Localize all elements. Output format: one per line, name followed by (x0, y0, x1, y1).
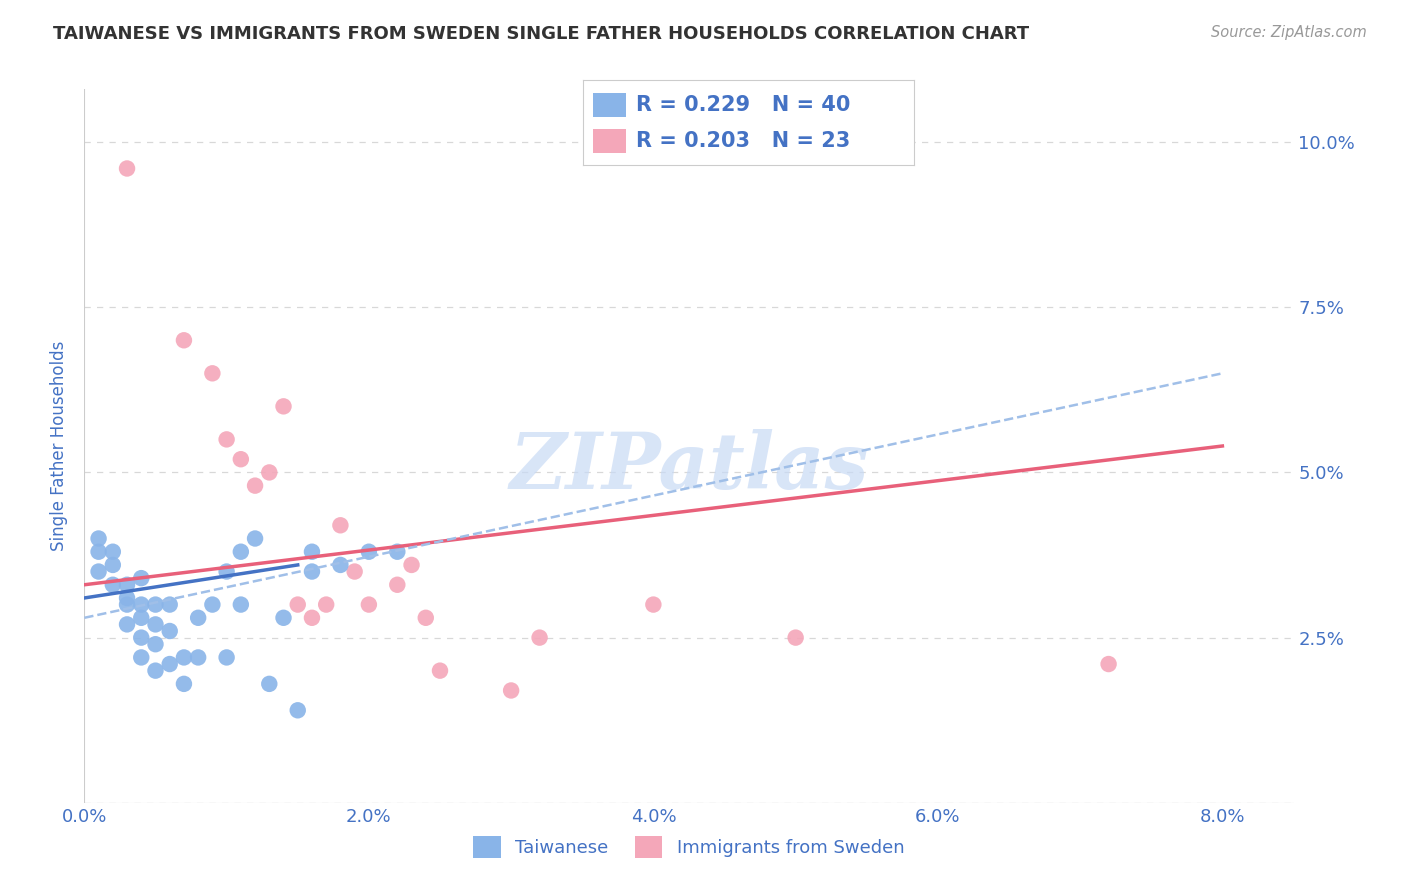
Text: Source: ZipAtlas.com: Source: ZipAtlas.com (1211, 25, 1367, 40)
Point (415, 611, 437, 625)
Point (643, 598, 665, 612)
Legend: Taiwanese, Immigrants from Sweden: Taiwanese, Immigrants from Sweden (467, 829, 911, 865)
Point (159, 657, 181, 671)
Point (301, 545, 323, 559)
Point (357, 598, 380, 612)
Point (529, 631, 551, 645)
Point (159, 598, 181, 612)
Point (329, 558, 352, 572)
Point (387, 545, 409, 559)
Point (129, 611, 152, 625)
Point (287, 598, 309, 612)
Text: R = 0.229   N = 40: R = 0.229 N = 40 (637, 95, 851, 115)
Point (129, 631, 152, 645)
Point (87, 565, 110, 579)
Point (129, 598, 152, 612)
Point (115, 161, 138, 176)
Point (387, 578, 409, 592)
Point (145, 598, 167, 612)
Point (785, 631, 807, 645)
Point (215, 433, 238, 447)
Point (501, 683, 523, 698)
Point (173, 650, 195, 665)
Point (215, 565, 238, 579)
Point (145, 664, 167, 678)
Point (101, 578, 124, 592)
Point (259, 677, 281, 691)
Point (429, 664, 451, 678)
Point (1097, 657, 1119, 671)
Point (243, 532, 266, 546)
Point (115, 591, 138, 605)
Point (357, 545, 380, 559)
Text: TAIWANESE VS IMMIGRANTS FROM SWEDEN SINGLE FATHER HOUSEHOLDS CORRELATION CHART: TAIWANESE VS IMMIGRANTS FROM SWEDEN SING… (53, 25, 1029, 43)
Point (343, 565, 366, 579)
Point (201, 598, 224, 612)
Point (87, 545, 110, 559)
Point (229, 598, 252, 612)
Point (315, 598, 337, 612)
Point (273, 611, 295, 625)
Point (159, 624, 181, 638)
Y-axis label: Single Father Households: Single Father Households (51, 341, 69, 551)
Point (229, 545, 252, 559)
Text: ZIPatlas: ZIPatlas (509, 429, 869, 506)
Text: R = 0.203   N = 23: R = 0.203 N = 23 (637, 131, 851, 152)
Point (87, 532, 110, 546)
Point (145, 637, 167, 651)
Point (243, 478, 266, 492)
Point (173, 677, 195, 691)
Point (329, 518, 352, 533)
Point (229, 452, 252, 467)
Bar (593, 129, 627, 153)
Point (129, 571, 152, 585)
Point (301, 611, 323, 625)
Point (273, 400, 295, 414)
Point (101, 558, 124, 572)
Point (287, 703, 309, 717)
Point (187, 611, 209, 625)
Point (115, 598, 138, 612)
Point (101, 545, 124, 559)
Point (259, 466, 281, 480)
Point (115, 617, 138, 632)
Point (115, 578, 138, 592)
Point (215, 650, 238, 665)
Point (145, 617, 167, 632)
Point (129, 650, 152, 665)
Point (301, 565, 323, 579)
Point (173, 333, 195, 347)
Point (201, 367, 224, 381)
Bar (593, 93, 627, 117)
Point (187, 650, 209, 665)
Point (401, 558, 423, 572)
